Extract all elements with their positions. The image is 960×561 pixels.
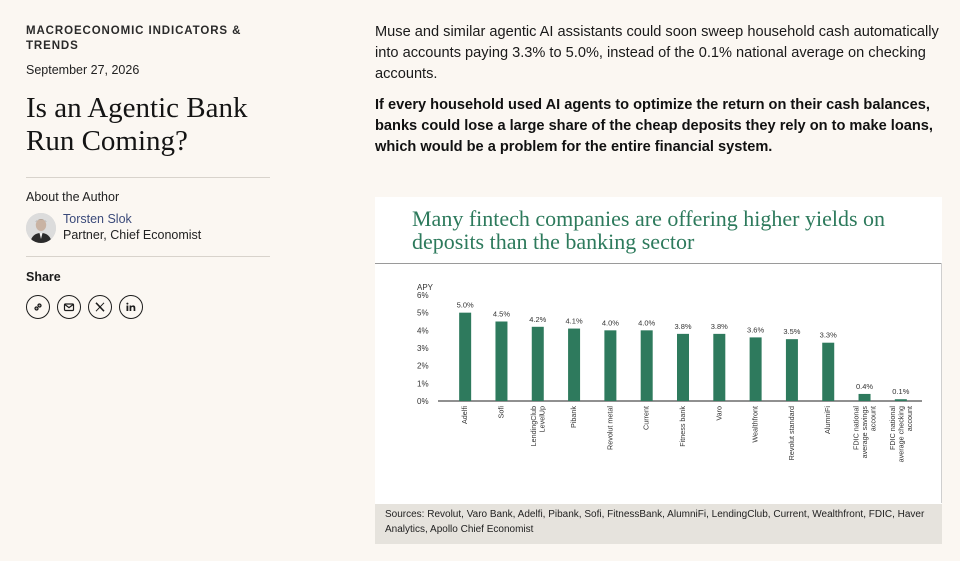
share-email-button[interactable]: [57, 295, 81, 320]
x-tick-label: Pibank: [569, 406, 578, 428]
share-label: Share: [26, 270, 61, 285]
x-tick-label-line: Revolut metal: [605, 406, 614, 450]
bar: [495, 321, 508, 401]
chart-sources: Sources: Revolut, Varo Bank, Adelfi, Pib…: [375, 504, 942, 544]
x-tick-label: FDIC nationalaverage savingsaccount: [852, 406, 878, 459]
publish-date: September 27, 2026: [26, 63, 140, 77]
article-body: Muse and similar agentic AI assistants c…: [375, 22, 945, 158]
x-tick-label-line: Current: [642, 406, 651, 430]
data-label: 4.5%: [493, 310, 510, 319]
x-icon: [95, 302, 105, 313]
data-label: 5.0%: [457, 301, 474, 310]
share-linkedin-button[interactable]: [119, 295, 143, 320]
y-tick-label: 0%: [417, 397, 429, 406]
x-tick-label: FDIC nationalaverage checkingaccount: [888, 406, 914, 463]
divider: [26, 177, 270, 179]
chart-border: [941, 263, 942, 503]
bar: [713, 333, 726, 401]
x-tick-label: Fitness bank: [678, 406, 687, 447]
author-name-link[interactable]: Torsten Slok: [63, 212, 132, 227]
bar: [604, 330, 617, 401]
bar: [749, 337, 762, 401]
y-tick-label: 2%: [417, 362, 429, 371]
x-tick-label-line: Wealthfront: [751, 406, 760, 443]
page-title: Is an Agentic Bank Run Coming?: [26, 92, 248, 157]
chart-figure: Many fintech companies are offering high…: [375, 197, 942, 544]
bar: [640, 330, 653, 401]
data-label: 4.0%: [602, 318, 619, 327]
person-icon: [26, 213, 56, 244]
x-tick-label-line: AlumniFi: [823, 406, 832, 434]
share-link-button[interactable]: [26, 295, 50, 320]
x-tick-label-line: FDIC national: [852, 406, 861, 450]
x-tick-label: Revolut metal: [605, 406, 614, 450]
data-label: 3.5%: [783, 327, 800, 336]
x-tick-label-line: Pibank: [569, 406, 578, 428]
x-tick-label: Varo: [714, 406, 723, 421]
bar: [531, 326, 544, 401]
x-tick-label: Adelfi: [460, 406, 469, 424]
data-label: 3.8%: [674, 322, 691, 331]
share-x-button[interactable]: [88, 295, 112, 320]
y-tick-label: 5%: [417, 309, 429, 318]
data-label: 3.8%: [711, 322, 728, 331]
x-tick-label: Current: [642, 406, 651, 430]
about-author-label: About the Author: [26, 190, 120, 205]
data-label: 0.1%: [892, 387, 909, 396]
x-tick-label-line: FDIC national: [888, 406, 897, 450]
x-tick-label: LendingClubLevelUp: [529, 406, 547, 446]
y-tick-label: 6%: [417, 291, 429, 300]
bar: [858, 393, 871, 401]
x-tick-label-line: account: [905, 406, 914, 431]
y-axis-label: APY: [417, 283, 434, 292]
bar: [785, 339, 798, 401]
x-tick-label-line: Adelfi: [460, 406, 469, 424]
x-tick-label: Wealthfront: [751, 406, 760, 443]
linkedin-icon: [126, 303, 136, 312]
bar: [459, 312, 472, 401]
x-tick-label: AlumniFi: [823, 406, 832, 434]
y-tick-label: 3%: [417, 344, 429, 353]
link-icon: [34, 303, 42, 312]
data-label: 3.3%: [820, 331, 837, 340]
x-tick-label-line: Revolut standard: [787, 406, 796, 460]
share-buttons: [26, 295, 270, 320]
chart-divider: [375, 263, 942, 264]
x-tick-label-line: average savings: [860, 406, 869, 459]
chart-title: Many fintech companies are offering high…: [412, 206, 886, 254]
bold-paragraph: If every household used AI agents to opt…: [375, 97, 933, 155]
data-label: 4.2%: [529, 315, 546, 324]
sidebar: MACROECONOMIC INDICATORS & TRENDS Septem…: [26, 24, 270, 320]
x-tick-label-line: Varo: [714, 406, 723, 421]
author-block: Torsten Slok Partner, Chief Economist: [26, 212, 270, 244]
y-tick-label: 1%: [417, 379, 429, 388]
bar: [568, 328, 581, 401]
data-label: 3.6%: [747, 325, 764, 334]
bar: [894, 399, 907, 401]
x-tick-label-line: account: [869, 406, 878, 431]
data-label: 4.1%: [566, 317, 583, 326]
lead-paragraph: Muse and similar agentic AI assistants c…: [375, 24, 939, 82]
data-label: 0.4%: [856, 382, 873, 391]
x-tick-label-line: average checking: [896, 406, 905, 462]
avatar[interactable]: [26, 213, 56, 244]
x-tick-label-line: LendingClub: [529, 406, 538, 446]
data-label: 4.0%: [638, 318, 655, 327]
email-icon: [63, 303, 75, 312]
bar: [677, 333, 689, 401]
category-label[interactable]: MACROECONOMIC INDICATORS & TRENDS: [26, 25, 242, 52]
x-tick-label-line: LevelUp: [537, 406, 546, 432]
x-tick-label: Sofi: [496, 406, 505, 419]
x-tick-label: Revolut standard: [787, 406, 796, 460]
bar: [822, 342, 835, 401]
divider: [26, 256, 270, 258]
bar-chart: APY 0% 1% 2% 3% 4% 5% 6% 5.0% Adelfi 4.5% Sofi 4.2% L…: [417, 283, 922, 463]
author-role: Partner, Chief Economist: [63, 228, 202, 243]
x-tick-label-line: Fitness bank: [678, 406, 687, 447]
x-tick-label-line: Sofi: [496, 406, 505, 419]
y-tick-label: 4%: [417, 326, 429, 335]
